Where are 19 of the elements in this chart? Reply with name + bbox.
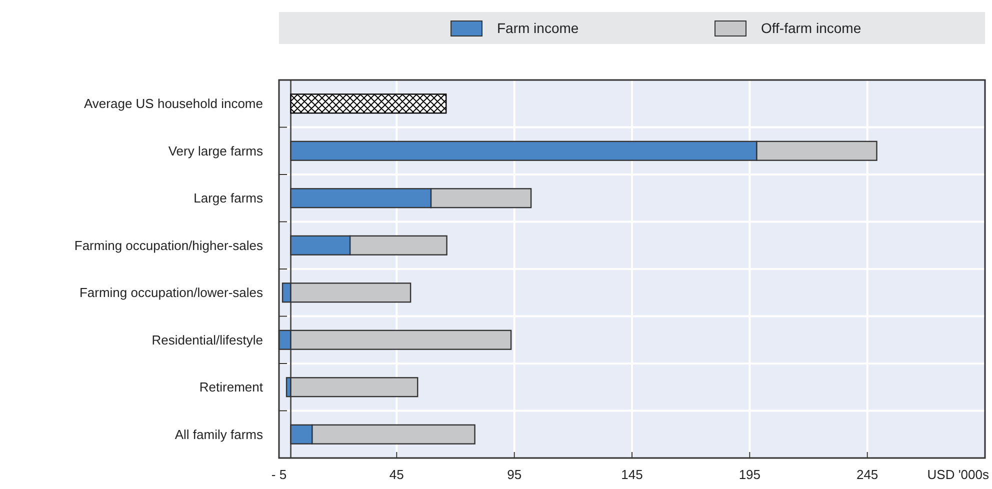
x-tick-label: - 5: [271, 467, 287, 482]
x-tick-label: 145: [621, 467, 643, 482]
y-tick-label: Residential/lifestyle: [152, 332, 263, 348]
y-tick-label: Farming occupation/higher-sales: [74, 238, 264, 253]
bar: [290, 377, 418, 398]
y-tick-label: Retirement: [199, 380, 264, 395]
legend-label: Off-farm income: [761, 20, 862, 36]
bar: [290, 94, 447, 114]
y-tick-label: Average US household income: [84, 96, 263, 112]
legend-label: Farm income: [497, 20, 579, 36]
x-axis-title: USD '000s: [927, 467, 990, 482]
y-tick-label: All family farms: [174, 426, 264, 442]
x-tick-label: 45: [389, 467, 404, 482]
x-tick-label: 195: [738, 467, 761, 482]
x-tick-label: 245: [856, 467, 878, 482]
y-tick-label: Very large farms: [168, 143, 264, 158]
y-tick-label: Large farms: [194, 190, 264, 206]
y-tick-label: Farming occupation/lower-sales: [79, 285, 264, 300]
x-tick-label: 95: [507, 467, 522, 482]
